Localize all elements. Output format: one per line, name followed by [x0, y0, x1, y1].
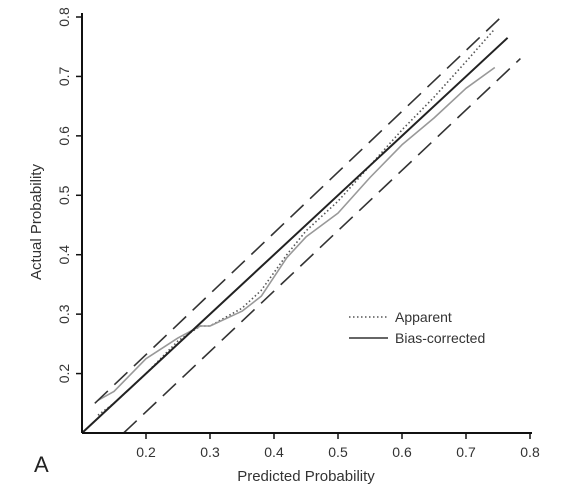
x-tick-label: 0.2 [136, 444, 156, 460]
series-line-apparent [97, 28, 496, 416]
plot-lines [81, 16, 521, 434]
y-axis-title: Actual Probability [28, 164, 45, 280]
y-axis-ticks: 0.2 0.3 0.4 0.5 0.6 0.7 0.8 [56, 7, 82, 383]
x-tick-label: 0.8 [520, 444, 540, 460]
x-tick-label: 0.7 [456, 444, 476, 460]
x-tick-label: 0.3 [200, 444, 220, 460]
legend: Apparent Bias-corrected [349, 309, 485, 346]
y-tick-label: 0.4 [56, 245, 72, 265]
y-tick-label: 0.7 [56, 66, 72, 86]
x-axis-ticks: 0.2 0.3 0.4 0.5 0.6 0.7 0.8 [136, 433, 540, 460]
legend-label-bias-corrected: Bias-corrected [395, 330, 485, 346]
x-tick-label: 0.5 [328, 444, 348, 460]
y-tick-label: 0.2 [56, 364, 72, 384]
series-line-ideal-reference [81, 37, 509, 434]
y-tick-label: 0.3 [56, 304, 72, 324]
series-line-ci-bound-3 [94, 16, 502, 404]
y-tick-label: 0.5 [56, 185, 72, 205]
panel-label: A [34, 452, 49, 477]
x-axis-title: Predicted Probability [237, 468, 375, 485]
y-tick-label: 0.8 [56, 7, 72, 27]
x-tick-label: 0.4 [264, 444, 284, 460]
x-tick-label: 0.6 [392, 444, 412, 460]
series-line-bias-corrected [97, 66, 496, 401]
y-tick-label: 0.6 [56, 126, 72, 146]
legend-label-apparent: Apparent [395, 309, 452, 325]
series-line-ci-bound-4 [123, 58, 521, 434]
